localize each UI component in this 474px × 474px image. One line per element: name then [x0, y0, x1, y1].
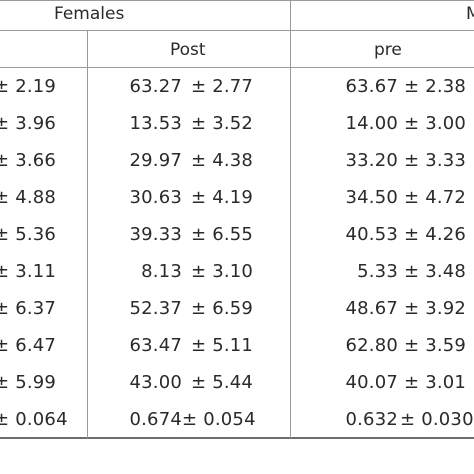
table-cell: 30.63	[129, 187, 182, 208]
post-column-header: Post	[170, 40, 206, 60]
table-cell: ± 6.55	[191, 224, 254, 245]
table-cell: ± 6.37	[0, 298, 57, 319]
table-cell: 48.67	[345, 298, 398, 319]
table-cell: 52.37	[129, 298, 182, 319]
table-cell: ± 3.96	[0, 113, 57, 134]
table-cell: ± 4.72	[404, 187, 467, 208]
group-header-divider	[0, 30, 474, 31]
table-bottom-border	[0, 437, 474, 439]
table-cell: 8.13	[141, 261, 182, 282]
header-top-border	[0, 0, 474, 1]
table-cell: ± 0.030	[400, 409, 474, 430]
table-cell: ± 3.11	[0, 261, 57, 282]
table-cell: ± 0.054	[182, 409, 256, 430]
table-cell: 13.53	[129, 113, 182, 134]
table-cell: 14.00	[345, 113, 398, 134]
table-cell: ± 5.11	[191, 335, 254, 356]
table-cell: ± 2.77	[191, 76, 254, 97]
table-cell: 40.07	[345, 372, 398, 393]
table-cell: ± 3.10	[191, 261, 254, 282]
table-cell: ± 4.38	[191, 150, 254, 171]
table-cell: ± 3.92	[404, 298, 467, 319]
table-cell: ± 2.38	[404, 76, 467, 97]
table-cell: 5.33	[357, 261, 398, 282]
table-cell: ± 5.44	[191, 372, 254, 393]
table-cell: ± 5.99	[0, 372, 57, 393]
table-cell: ± 4.26	[404, 224, 467, 245]
table-cell: 40.53	[345, 224, 398, 245]
table-cell: ± 0.064	[0, 409, 68, 430]
table-cell: 63.27	[129, 76, 182, 97]
table-cell: 29.97	[129, 150, 182, 171]
table-cell: ± 3.52	[191, 113, 254, 134]
table-cell: 43.00	[129, 372, 182, 393]
table-cell: ± 6.47	[0, 335, 57, 356]
divider-females-males	[290, 0, 291, 438]
table-cell: ± 6.59	[191, 298, 254, 319]
table-cell: 63.47	[129, 335, 182, 356]
table-cell: 63.67	[345, 76, 398, 97]
table-cell: 39.33	[129, 224, 182, 245]
table-cell: ± 3.59	[404, 335, 467, 356]
table-cell: 34.50	[345, 187, 398, 208]
table-cell: ± 3.66	[0, 150, 57, 171]
subheader-divider	[0, 67, 474, 68]
table-cell: ± 4.88	[0, 187, 57, 208]
table-cell: 33.20	[345, 150, 398, 171]
divider-col1-col2	[87, 30, 88, 438]
table-cell: ± 3.01	[404, 372, 467, 393]
table-cell: ± 5.36	[0, 224, 57, 245]
males-group-header: M	[466, 4, 474, 24]
table-cell: ± 4.19	[191, 187, 254, 208]
table-cell: 0.674	[129, 409, 182, 430]
table-cell: 62.80	[345, 335, 398, 356]
table-cell: ± 3.48	[404, 261, 467, 282]
pre-column-header: pre	[374, 40, 402, 60]
table-cell: ± 3.00	[404, 113, 467, 134]
table-cell: 0.632	[345, 409, 398, 430]
females-group-header: Females	[54, 4, 125, 24]
table-cell: ± 2.19	[0, 76, 57, 97]
table-cell: ± 3.33	[404, 150, 467, 171]
